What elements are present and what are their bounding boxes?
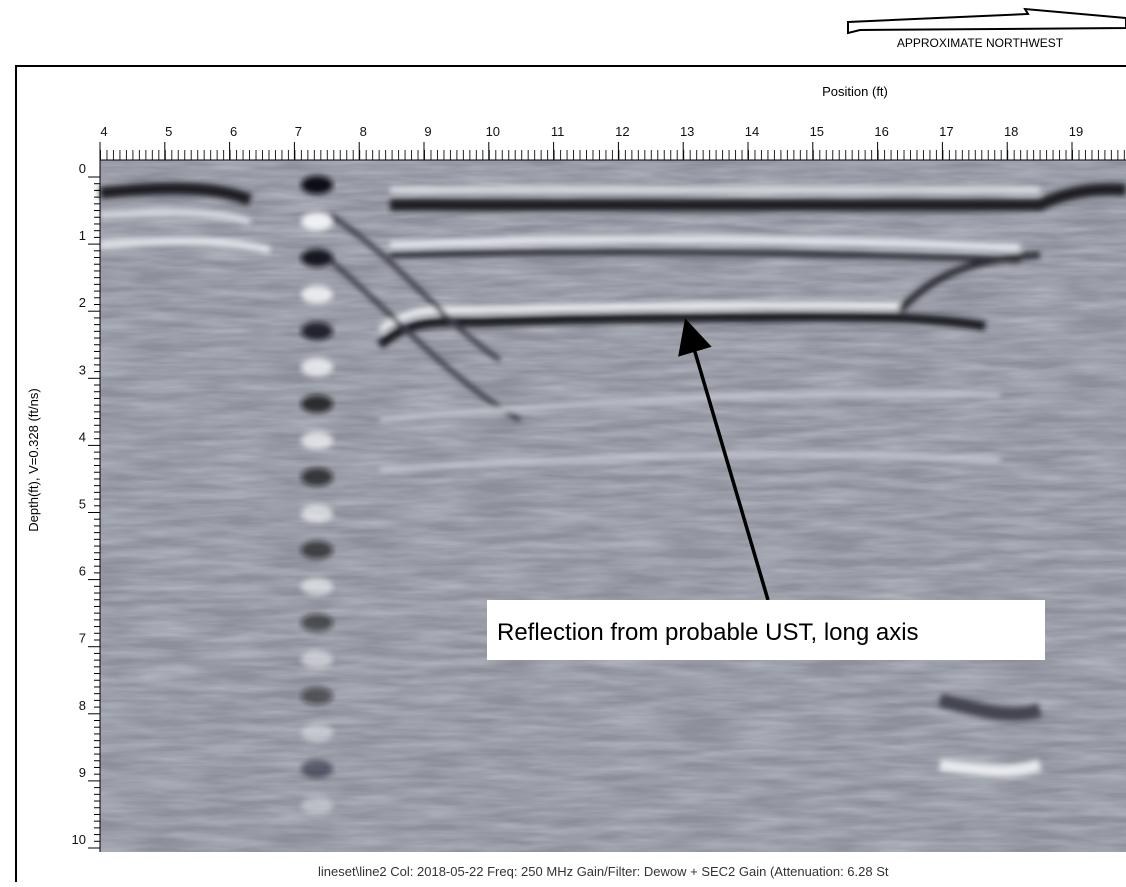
- reflection-blob: [301, 797, 333, 815]
- radargram: [100, 160, 1126, 852]
- x-tick-label: 7: [295, 124, 302, 139]
- y-tick-label: 4: [79, 429, 86, 444]
- annotation-text: Reflection from probable UST, long axis: [497, 619, 919, 646]
- reflection-blob: [301, 687, 333, 705]
- north-arrow: [848, 9, 1126, 33]
- reflection-blob: [301, 359, 333, 377]
- x-tick-label: 17: [939, 124, 953, 139]
- y-tick-label: 1: [79, 228, 86, 243]
- reflection-blob: [301, 578, 333, 596]
- minor-ticks: [100, 150, 1126, 160]
- direction-label: APPROXIMATE NORTHWEST: [897, 36, 1064, 50]
- x-tick-label: 11: [551, 124, 565, 139]
- reflection-blob: [301, 249, 333, 267]
- reflection-blob: [301, 505, 333, 523]
- x-tick-label: 14: [745, 124, 759, 139]
- figure: APPROXIMATE NORTHWEST Position (ft) Dept…: [0, 0, 1126, 882]
- reflection-blob: [301, 651, 333, 669]
- reflection-blob: [301, 176, 333, 194]
- y-tick-label: 3: [79, 362, 86, 377]
- x-tick-label: 16: [874, 124, 888, 139]
- y-tick-label: 5: [79, 497, 86, 512]
- x-tick-label: 8: [360, 124, 367, 139]
- y-tick-label: 2: [79, 295, 86, 310]
- x-tick-label: 19: [1069, 124, 1083, 139]
- reflection-blob: [301, 213, 333, 231]
- footer-text: lineset\line2 Col: 2018-05-22 Freq: 250 …: [318, 864, 889, 879]
- x-tick-label: 9: [424, 124, 431, 139]
- x-tick-label: 10: [486, 124, 500, 139]
- y-tick-label: 7: [79, 631, 86, 646]
- reflection-blob: [301, 432, 333, 450]
- x-tick-label: 18: [1004, 124, 1018, 139]
- reflection-blob: [301, 322, 333, 340]
- y-tick-label: 8: [79, 698, 86, 713]
- x-tick-label: 15: [810, 124, 824, 139]
- reflection-blob: [301, 541, 333, 559]
- reflection-blob: [301, 286, 333, 304]
- y-tick-label: 10: [72, 832, 86, 847]
- reflection-blob: [301, 395, 333, 413]
- y-tick-label: 0: [79, 161, 86, 176]
- x-tick-label: 6: [230, 124, 237, 139]
- y-tick-label: 9: [79, 765, 86, 780]
- y-axis-label: Depth(ft), V=0.328 (ft/ns): [26, 388, 41, 531]
- reflection-blob: [301, 724, 333, 742]
- x-tick-label: 13: [680, 124, 694, 139]
- y-tick-label: 6: [79, 564, 86, 579]
- x-tick-label: 12: [615, 124, 629, 139]
- reflection-blob: [301, 614, 333, 632]
- reflection-blob: [301, 760, 333, 778]
- reflection-blob: [301, 468, 333, 486]
- x-tick-label: 5: [165, 124, 172, 139]
- x-axis-label: Position (ft): [822, 84, 888, 99]
- x-tick-label: 4: [100, 124, 107, 139]
